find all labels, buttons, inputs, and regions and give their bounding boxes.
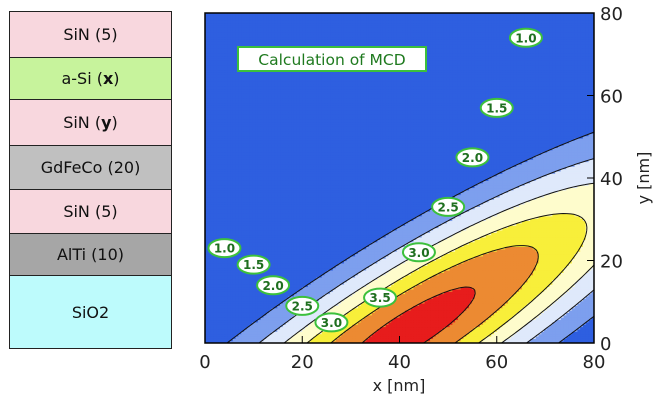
contour-label: 1.0 <box>207 238 242 259</box>
x-axis-label: x [nm] <box>373 376 426 395</box>
contour-label: 2.0 <box>256 275 291 296</box>
contour-label: 3.0 <box>314 312 349 333</box>
contour-label: 2.0 <box>455 147 490 168</box>
contour-label: 1.5 <box>479 97 514 118</box>
layer-3: GdFeCo (20) <box>9 145 172 190</box>
y-tick-label: 40 <box>600 169 623 190</box>
contour-line-3.5 <box>361 286 476 343</box>
chart-title: Calculation of MCD <box>258 51 405 69</box>
contour-line-2.0 <box>283 182 594 343</box>
y-tick-label: 20 <box>600 252 623 273</box>
layer-label: SiN (5) <box>63 25 118 44</box>
layer-label: SiO2 <box>71 302 110 322</box>
layer-label: AlTi (10) <box>56 245 125 264</box>
x-tick-label: 60 <box>485 352 508 373</box>
y-tick-label: 60 <box>600 87 623 108</box>
contour-label: 3.0 <box>401 242 436 263</box>
x-tick-label: 20 <box>291 352 314 373</box>
x-tick-label: 80 <box>583 352 606 373</box>
contour-label: 1.0 <box>508 27 543 48</box>
y-tick-label: 0 <box>600 334 611 355</box>
y-axis-label: y [nm] <box>634 152 653 205</box>
layer-4: SiN (5) <box>9 189 172 234</box>
contour-label: 3.5 <box>363 287 398 308</box>
layer-label: SiN (y) <box>63 113 118 132</box>
x-tick-label: 40 <box>388 352 411 373</box>
layer-5: AlTi (10) <box>9 233 172 276</box>
layer-label: GdFeCo (20) <box>40 158 141 177</box>
x-tick-label: 0 <box>199 352 210 373</box>
layer-6: SiO2 <box>9 275 172 349</box>
y-tick-label: 80 <box>600 4 623 25</box>
layer-2: SiN (y) <box>9 99 172 146</box>
layer-0: SiN (5) <box>9 11 172 58</box>
layer-label: SiN (5) <box>63 202 118 221</box>
contour-label: 2.5 <box>285 295 320 316</box>
layer-stack: SiN (5) a-Si (x) SiN (y) GdFeCo (20) SiN (5)… <box>9 11 172 349</box>
chart-title-box: Calculation of MCD <box>237 46 427 72</box>
layer-1: a-Si (x) <box>9 57 172 100</box>
contour-label: 1.5 <box>236 254 271 275</box>
contour-label: 2.5 <box>431 196 466 217</box>
layer-label: a-Si (x) <box>61 69 120 88</box>
